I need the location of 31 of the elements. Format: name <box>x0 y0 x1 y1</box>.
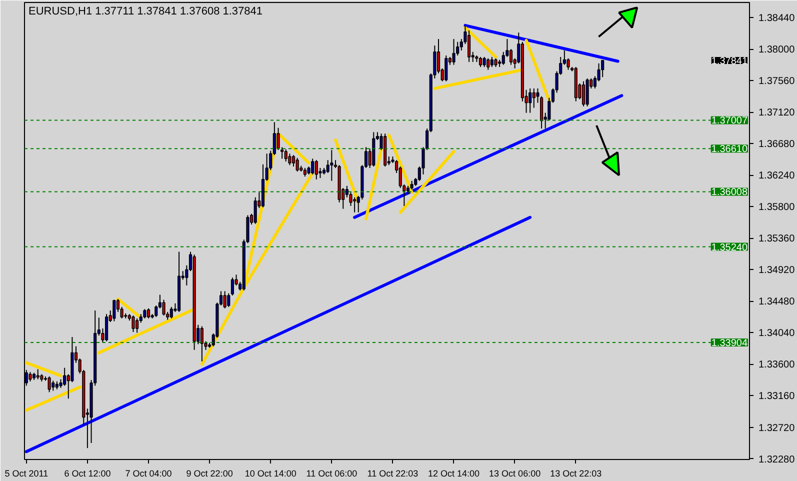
y-tick-label: 1.34040 <box>758 328 796 340</box>
ref-line-label: 1.37007 <box>711 116 748 127</box>
x-tick-label: 13 Oct 06:00 <box>489 468 541 478</box>
x-tick-label: 9 Oct 22:00 <box>186 468 233 478</box>
ref-line-label: 1.36610 <box>711 144 748 156</box>
x-tick-label: 12 Oct 14:00 <box>428 468 480 478</box>
y-tick-label: 1.33600 <box>758 360 796 371</box>
y-tick-label: 1.33160 <box>758 391 796 402</box>
y-tick-label: 1.37120 <box>758 108 796 119</box>
ref-line-label: 1.36008 <box>711 187 748 198</box>
x-tick-label: 13 Oct 22:03 <box>550 468 602 478</box>
y-tick-label: 1.36680 <box>758 139 796 150</box>
y-tick-label: 1.32280 <box>758 454 796 466</box>
y-tick-label: 1.37560 <box>758 76 796 88</box>
x-tick-label: 7 Oct 04:00 <box>125 468 172 478</box>
x-tick-label: 6 Oct 12:00 <box>64 468 111 478</box>
y-tick-label: 1.34480 <box>758 296 796 308</box>
y-tick-label: 1.35360 <box>758 234 796 245</box>
x-tick-label: 5 Oct 2011 <box>4 468 48 478</box>
x-tick-label: 11 Oct 06:00 <box>306 468 358 478</box>
ref-line-label: 1.35240 <box>711 242 748 254</box>
y-tick-label: 1.36240 <box>758 170 796 182</box>
ref-line-label: 1.33904 <box>711 338 748 349</box>
y-tick-label: 1.34920 <box>758 265 796 276</box>
y-tick-label: 1.38000 <box>758 44 796 56</box>
x-tick-label: 10 Oct 14:00 <box>244 468 296 478</box>
y-tick-label: 1.38440 <box>758 13 796 24</box>
x-tick-label: 11 Oct 22:03 <box>367 468 418 478</box>
chart-title: EURUSD,H1 1.37711 1.37841 1.37608 1.37841 <box>28 6 263 18</box>
y-tick-label: 1.32720 <box>758 422 796 434</box>
y-tick-label: 1.35800 <box>758 202 796 214</box>
